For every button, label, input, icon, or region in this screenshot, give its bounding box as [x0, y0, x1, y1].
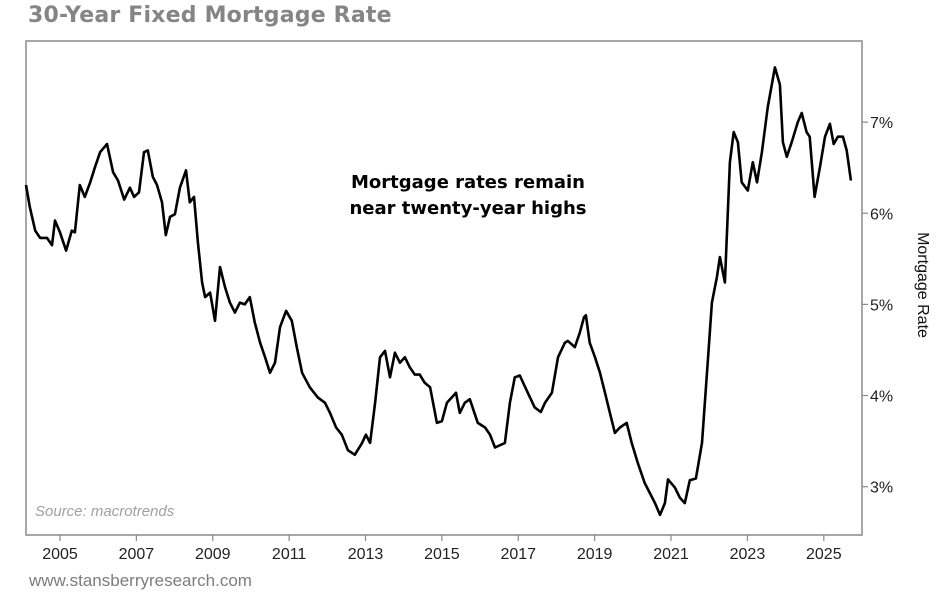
x-tick-label: 2019 [577, 546, 613, 563]
x-tick-label: 2013 [348, 546, 384, 563]
x-axis: 2005 2007 2009 2011 2013 2015 2017 2019 2021 2023… [42, 535, 842, 563]
y-axis: 3% 4% 5% 6% 7% [862, 115, 893, 497]
y-tick-label: 7% [870, 115, 893, 132]
source-note: Source: macrotrends [35, 503, 175, 520]
annotation-line-1: Mortgage rates remain [351, 172, 585, 193]
x-tick-label: 2007 [119, 546, 155, 563]
y-tick-label: 5% [870, 297, 893, 314]
x-tick-label: 2009 [195, 546, 231, 563]
y-axis-label: Mortgage Rate [914, 232, 931, 338]
x-tick-label: 2023 [730, 546, 766, 563]
y-tick-label: 6% [870, 206, 893, 223]
chart-annotation: Mortgage rates remain near twenty-year h… [268, 170, 668, 222]
plot-frame [25, 40, 863, 536]
annotation-line-2: near twenty-year highs [349, 198, 587, 219]
series-line [24, 66, 853, 517]
y-tick-label: 4% [870, 389, 893, 406]
x-tick-label: 2005 [42, 546, 78, 563]
x-tick-label: 2017 [500, 546, 536, 563]
chart-title: 30-Year Fixed Mortgage Rate [28, 3, 392, 28]
x-tick-label: 2025 [806, 546, 842, 563]
footer-url: www.stansberryresearch.com [29, 571, 252, 590]
y-tick-label: 3% [870, 480, 893, 497]
x-tick-label: 2011 [272, 546, 307, 563]
x-tick-label: 2021 [653, 546, 689, 563]
x-tick-label: 2015 [424, 546, 460, 563]
